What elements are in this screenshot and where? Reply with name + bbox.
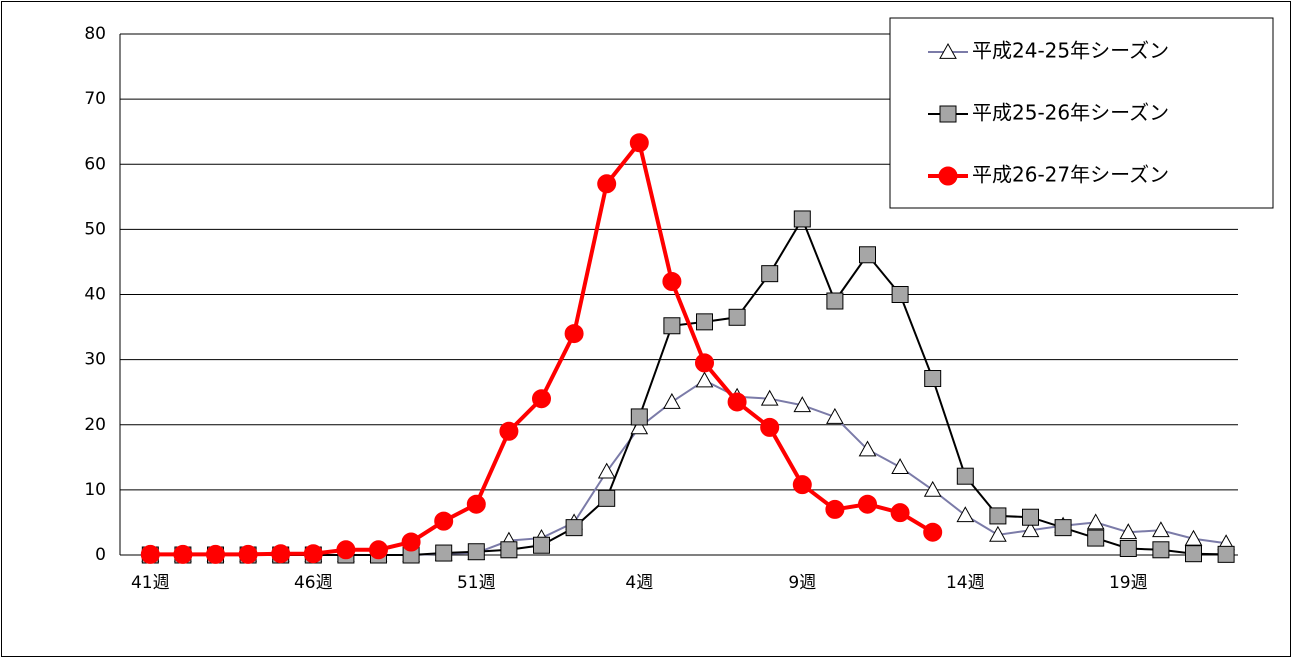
marker: [923, 522, 943, 542]
legend-label: 平成26-27年シーズン: [972, 163, 1169, 187]
marker: [238, 544, 258, 564]
marker: [1152, 541, 1170, 559]
marker: [792, 475, 812, 495]
marker: [597, 174, 617, 194]
x-tick-label: 14週: [946, 573, 985, 593]
marker: [533, 536, 550, 554]
marker: [336, 540, 356, 560]
marker: [629, 133, 649, 153]
marker: [1185, 545, 1202, 563]
y-tick-label: 30: [84, 350, 106, 370]
y-tick-label: 80: [84, 24, 106, 44]
marker: [760, 417, 780, 437]
marker: [401, 532, 421, 552]
marker: [500, 541, 518, 559]
marker: [695, 371, 714, 388]
y-tick-label: 40: [84, 285, 106, 305]
marker: [467, 543, 485, 561]
x-tick-label: 41週: [131, 573, 170, 593]
y-tick-label: 60: [84, 154, 106, 174]
y-tick-label: 70: [84, 89, 106, 109]
marker: [435, 544, 453, 562]
marker: [939, 105, 957, 123]
marker: [271, 544, 291, 564]
marker: [369, 540, 388, 560]
marker: [923, 480, 942, 497]
marker: [956, 467, 974, 485]
marker: [173, 544, 193, 564]
marker: [826, 292, 844, 310]
marker: [1087, 529, 1105, 547]
marker: [938, 166, 958, 186]
marker: [1152, 521, 1170, 538]
marker: [1119, 539, 1137, 557]
marker: [466, 494, 486, 514]
y-tick-label: 50: [84, 219, 106, 239]
marker: [206, 544, 225, 564]
marker: [826, 407, 844, 424]
marker: [564, 324, 584, 344]
marker: [662, 271, 682, 291]
marker: [1086, 513, 1105, 530]
marker: [1021, 521, 1040, 538]
marker: [598, 489, 616, 507]
x-tick-label: 46週: [294, 573, 333, 593]
marker: [939, 42, 957, 59]
x-tick-label: 19週: [1109, 573, 1148, 593]
marker: [434, 511, 454, 531]
marker: [597, 462, 616, 479]
marker: [695, 353, 714, 373]
marker: [565, 519, 583, 537]
x-tick-label: 9週: [788, 573, 816, 593]
marker: [1217, 545, 1235, 563]
marker: [989, 525, 1007, 542]
marker: [1022, 508, 1039, 526]
marker: [140, 544, 160, 564]
marker: [1054, 519, 1072, 537]
x-tick-label: 51週: [457, 573, 496, 593]
marker: [663, 392, 681, 409]
marker: [825, 499, 845, 519]
marker: [696, 313, 713, 331]
marker: [760, 389, 779, 406]
marker: [793, 396, 812, 413]
marker: [1119, 523, 1138, 540]
y-tick-label: 20: [84, 415, 106, 435]
legend-label: 平成24-25年シーズン: [972, 39, 1169, 63]
marker: [1184, 529, 1203, 546]
marker: [924, 370, 942, 388]
marker: [858, 440, 877, 457]
marker: [891, 286, 909, 303]
marker: [956, 506, 975, 523]
marker: [630, 418, 649, 435]
marker: [989, 507, 1007, 525]
marker: [728, 308, 746, 326]
marker: [663, 317, 681, 335]
marker: [532, 389, 551, 409]
marker: [303, 544, 323, 564]
y-tick-label: 0: [95, 545, 106, 565]
legend-label: 平成25-26年シーズン: [972, 101, 1169, 125]
marker: [727, 392, 747, 412]
marker: [630, 408, 648, 426]
marker: [793, 210, 811, 228]
y-tick-label: 10: [84, 480, 106, 500]
marker: [891, 458, 909, 474]
marker: [859, 246, 876, 264]
marker: [761, 265, 779, 283]
marker: [858, 494, 877, 514]
marker: [890, 503, 910, 523]
marker: [499, 421, 519, 441]
x-tick-label: 4週: [625, 573, 653, 593]
